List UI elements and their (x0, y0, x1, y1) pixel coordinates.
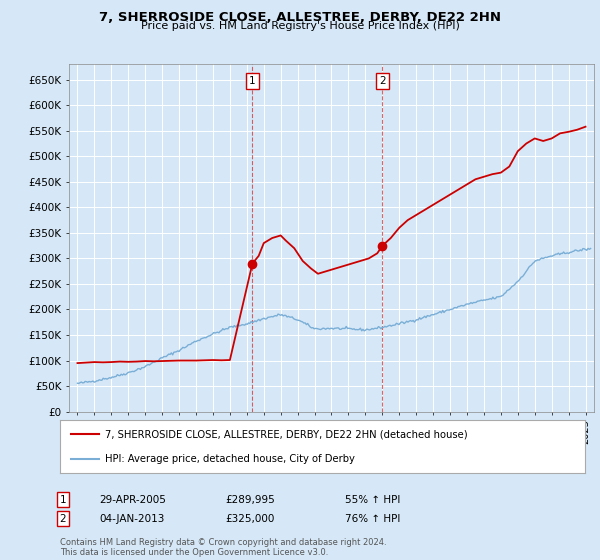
Text: 55% ↑ HPI: 55% ↑ HPI (345, 494, 400, 505)
Text: 04-JAN-2013: 04-JAN-2013 (99, 514, 164, 524)
Text: 1: 1 (249, 76, 256, 86)
Text: 1: 1 (59, 494, 67, 505)
Text: Contains HM Land Registry data © Crown copyright and database right 2024.
This d: Contains HM Land Registry data © Crown c… (60, 538, 386, 557)
Text: Price paid vs. HM Land Registry's House Price Index (HPI): Price paid vs. HM Land Registry's House … (140, 21, 460, 31)
Text: £325,000: £325,000 (225, 514, 274, 524)
Text: 76% ↑ HPI: 76% ↑ HPI (345, 514, 400, 524)
Text: 2: 2 (379, 76, 386, 86)
Text: £289,995: £289,995 (225, 494, 275, 505)
Text: HPI: Average price, detached house, City of Derby: HPI: Average price, detached house, City… (104, 454, 355, 464)
Text: 29-APR-2005: 29-APR-2005 (99, 494, 166, 505)
Text: 7, SHERROSIDE CLOSE, ALLESTREE, DERBY, DE22 2HN (detached house): 7, SHERROSIDE CLOSE, ALLESTREE, DERBY, D… (104, 430, 467, 440)
Text: 7, SHERROSIDE CLOSE, ALLESTREE, DERBY, DE22 2HN: 7, SHERROSIDE CLOSE, ALLESTREE, DERBY, D… (99, 11, 501, 24)
Text: 2: 2 (59, 514, 67, 524)
